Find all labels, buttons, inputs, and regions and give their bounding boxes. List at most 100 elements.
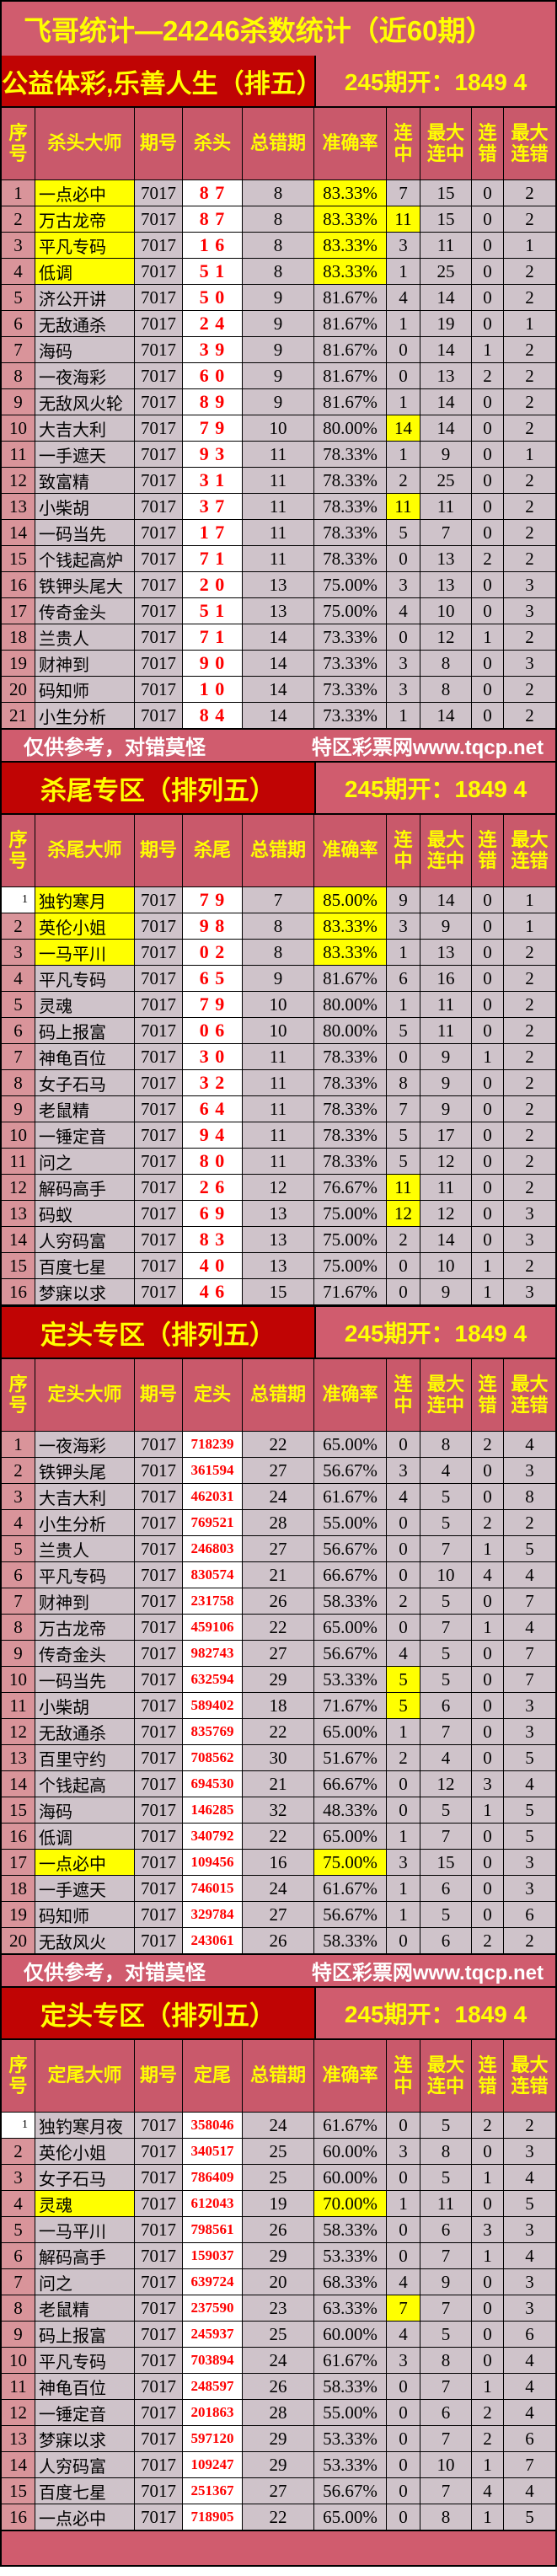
max-miss-streak-cell: 6 — [504, 2426, 555, 2452]
pick-cell: 6 5 — [183, 966, 243, 992]
miss-count-cell: 29 — [243, 1667, 314, 1693]
hit-streak-cell: 0 — [387, 1536, 420, 1562]
column-header-max-hit-streak-cell: 最大连中 — [420, 108, 472, 180]
column-header-master-name-cell: 杀头大师 — [35, 108, 135, 180]
serial-cell: 14 — [2, 1227, 35, 1253]
max-miss-streak-cell: 2 — [504, 180, 555, 206]
master-name-cell: 神龟百位 — [35, 2374, 135, 2400]
max-miss-streak-cell: 4 — [504, 1615, 555, 1641]
master-name-cell: 无敌风火轮 — [35, 389, 135, 415]
max-hit-streak-cell: 10 — [420, 1562, 472, 1588]
table-row: 1 独钓寒月夜 7017 358046 24 61.67% 0 5 2 2 — [2, 2113, 555, 2139]
max-miss-streak-cell: 2 — [504, 1175, 555, 1201]
table-row: 6 解码高手 7017 159037 29 53.33% 0 7 1 4 — [2, 2243, 555, 2269]
max-miss-streak-cell: 2 — [504, 494, 555, 520]
pick-cell: 7 9 — [183, 887, 243, 913]
serial-cell: 3 — [2, 2165, 35, 2191]
accuracy-cell: 83.33% — [314, 259, 387, 285]
table-row: 15 个钱起高炉 7017 7 1 11 78.33% 0 13 2 2 — [2, 546, 555, 572]
miss-count-cell: 14 — [243, 624, 314, 651]
accuracy-cell: 65.00% — [314, 1824, 387, 1850]
miss-streak-cell: 0 — [472, 940, 504, 966]
max-miss-streak-cell: 2 — [504, 1044, 555, 1070]
max-hit-streak-cell: 5 — [420, 2165, 472, 2191]
table-row: 19 码知师 7017 329784 27 56.67% 1 5 0 6 — [2, 1902, 555, 1928]
max-hit-streak-cell: 4 — [420, 1745, 472, 1771]
max-miss-streak-cell: 8 — [504, 1484, 555, 1510]
miss-count-cell: 21 — [243, 1562, 314, 1588]
page-title: 飞哥统计—24246杀数统计（近60期） — [2, 2, 555, 56]
accuracy-cell: 78.33% — [314, 1122, 387, 1149]
master-name-cell: 问之 — [35, 1149, 135, 1175]
master-name-cell: 传奇金头 — [35, 598, 135, 624]
column-header-miss-streak-cell: 连错 — [472, 108, 504, 180]
master-name-cell: 独钓寒月 — [35, 887, 135, 913]
max-miss-streak-cell: 3 — [504, 2217, 555, 2243]
hit-streak-cell: 0 — [387, 1797, 420, 1824]
table-row: 3 大吉大利 7017 462031 24 61.67% 4 5 0 8 — [2, 1484, 555, 1510]
max-miss-streak-cell: 2 — [504, 1018, 555, 1044]
hit-streak-cell: 0 — [387, 2426, 420, 2452]
miss-count-cell: 32 — [243, 1797, 314, 1824]
pick-cell: 0 2 — [183, 940, 243, 966]
period-cell: 7017 — [135, 966, 183, 992]
hit-streak-cell: 0 — [387, 1432, 420, 1458]
miss-streak-cell: 0 — [472, 1745, 504, 1771]
serial-cell: 19 — [2, 651, 35, 677]
pick-cell: 746015 — [183, 1876, 243, 1902]
pick-cell: 589402 — [183, 1693, 243, 1719]
miss-count-cell: 8 — [243, 233, 314, 259]
serial-cell: 16 — [2, 1279, 35, 1305]
max-miss-streak-cell: 2 — [504, 285, 555, 311]
period-cell: 7017 — [135, 2139, 183, 2165]
period-cell: 7017 — [135, 363, 183, 389]
table-row: 1 一夜海彩 7017 718239 22 65.00% 0 8 2 4 — [2, 1432, 555, 1458]
table-row: 16 铁钾头尾大 7017 2 0 13 75.00% 3 13 0 3 — [2, 572, 555, 598]
master-name-cell: 灵魂 — [35, 992, 135, 1018]
max-hit-streak-cell: 8 — [420, 2348, 472, 2374]
master-name-cell: 传奇金头 — [35, 1641, 135, 1667]
miss-streak-cell: 2 — [472, 2113, 504, 2139]
max-hit-streak-cell: 6 — [420, 2217, 472, 2243]
master-name-cell: 平凡专码 — [35, 1562, 135, 1588]
master-name-cell: 致富精 — [35, 468, 135, 494]
miss-count-cell: 27 — [243, 2478, 314, 2504]
miss-count-cell: 29 — [243, 2243, 314, 2269]
max-miss-streak-cell: 3 — [504, 1458, 555, 1484]
accuracy-cell: 81.67% — [314, 285, 387, 311]
hit-streak-cell: 1 — [387, 442, 420, 468]
table-row: 4 灵魂 7017 612043 19 70.00% 1 11 0 5 — [2, 2191, 555, 2217]
max-miss-streak-cell: 5 — [504, 1797, 555, 1824]
master-name-cell: 英伦小姐 — [35, 913, 135, 940]
table-row: 13 梦寐以求 7017 597120 29 53.33% 0 7 2 6 — [2, 2426, 555, 2452]
max-miss-streak-cell: 5 — [504, 1745, 555, 1771]
period-cell: 7017 — [135, 992, 183, 1018]
hit-streak-cell: 11 — [387, 494, 420, 520]
pick-cell: 694530 — [183, 1771, 243, 1797]
period-cell: 7017 — [135, 1018, 183, 1044]
hit-streak-cell: 4 — [387, 1484, 420, 1510]
master-name-cell: 老鼠精 — [35, 1096, 135, 1122]
max-hit-streak-cell: 5 — [420, 1484, 472, 1510]
master-name-cell: 解码高手 — [35, 2243, 135, 2269]
max-miss-streak-cell: 3 — [504, 651, 555, 677]
miss-count-cell: 9 — [243, 337, 314, 363]
period-cell: 7017 — [135, 389, 183, 415]
table-row: 5 兰贵人 7017 246803 27 56.67% 0 7 1 5 — [2, 1536, 555, 1562]
disclaimer-strip: 仅供参考，对错莫怪 特区彩票网www.tqcp.net — [2, 729, 555, 761]
miss-count-cell: 7 — [243, 887, 314, 913]
serial-cell: 4 — [2, 1510, 35, 1536]
serial-cell: 11 — [2, 1693, 35, 1719]
period-cell: 7017 — [135, 1745, 183, 1771]
master-name-cell: 一锤定音 — [35, 2400, 135, 2426]
miss-streak-cell: 2 — [472, 363, 504, 389]
period-cell: 7017 — [135, 1201, 183, 1227]
period-cell: 7017 — [135, 337, 183, 363]
miss-count-cell: 18 — [243, 1693, 314, 1719]
accuracy-cell: 75.00% — [314, 1253, 387, 1279]
master-name-cell: 万古龙帝 — [35, 206, 135, 233]
hit-streak-cell: 4 — [387, 285, 420, 311]
miss-count-cell: 11 — [243, 494, 314, 520]
serial-cell: 16 — [2, 572, 35, 598]
pick-cell: 708562 — [183, 1745, 243, 1771]
